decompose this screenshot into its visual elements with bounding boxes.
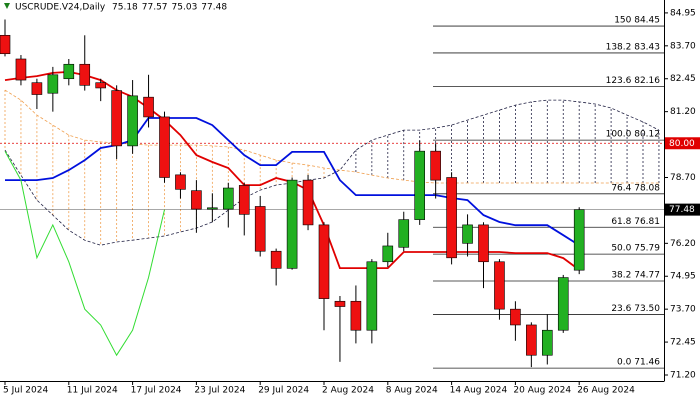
y-tick-label: 84.95 bbox=[670, 8, 696, 18]
x-tick-label: 5 Jul 2024 bbox=[3, 386, 48, 396]
candle-body bbox=[95, 82, 106, 89]
price-label-box bbox=[665, 203, 700, 216]
candle-body bbox=[494, 261, 505, 310]
candle-body bbox=[414, 150, 426, 220]
candle-body bbox=[541, 329, 553, 356]
candle-body bbox=[79, 63, 91, 86]
fib-label: 150 84.45 bbox=[614, 16, 660, 26]
y-tick-label: 83.70 bbox=[670, 41, 696, 51]
candle-body bbox=[398, 219, 410, 248]
x-tick-label: 17 Jul 2024 bbox=[131, 386, 182, 396]
candle-body bbox=[223, 187, 234, 210]
candle-body bbox=[366, 261, 378, 331]
fib-label: 61.8 76.81 bbox=[611, 217, 660, 227]
candle-body bbox=[238, 185, 250, 215]
candle-body bbox=[270, 250, 282, 269]
candle-body bbox=[462, 224, 473, 244]
candle-body bbox=[302, 179, 314, 226]
indicator-line bbox=[5, 117, 580, 246]
candle-body bbox=[0, 34, 11, 55]
candle-body bbox=[127, 95, 138, 147]
fib-label: 23.6 73.50 bbox=[611, 304, 660, 314]
candle-body bbox=[191, 190, 202, 210]
fib-label: 0.0 71.46 bbox=[617, 358, 660, 368]
price-label-box bbox=[665, 137, 700, 150]
candle-body bbox=[430, 150, 441, 181]
header-value: 77.48 bbox=[201, 3, 227, 13]
fib-label: 50.0 75.79 bbox=[611, 244, 660, 254]
x-tick-label: 11 Jul 2024 bbox=[67, 386, 118, 396]
fib-label: 76.4 78.08 bbox=[611, 183, 660, 193]
cloud-span bbox=[4, 99, 660, 246]
candle-body bbox=[334, 300, 346, 307]
fib-label: 100.0 80.12 bbox=[606, 130, 660, 140]
chart-title: USCRUDE.V24,Daily bbox=[15, 3, 106, 13]
x-tick-label: 2 Aug 2024 bbox=[322, 386, 374, 396]
candle-body bbox=[31, 82, 43, 95]
candle-body bbox=[111, 90, 122, 147]
header-icon bbox=[4, 3, 10, 9]
y-tick-label: 76.20 bbox=[670, 239, 696, 249]
candle-body bbox=[143, 96, 154, 118]
fib-label: 38.2 74.77 bbox=[611, 270, 660, 280]
candle-body bbox=[510, 308, 521, 326]
fib-label: 138.2 83.43 bbox=[606, 42, 660, 52]
candle-body bbox=[47, 74, 59, 94]
candle-body bbox=[207, 207, 218, 210]
y-tick-label: 71.20 bbox=[670, 370, 696, 380]
candle-body bbox=[318, 224, 330, 299]
candle-body bbox=[15, 58, 27, 81]
candle-body bbox=[526, 324, 537, 356]
candle-body bbox=[382, 245, 394, 263]
y-tick-label: 74.95 bbox=[670, 272, 696, 282]
header-value: 75.03 bbox=[172, 3, 198, 13]
x-tick-label: 29 Jul 2024 bbox=[258, 386, 309, 396]
candle-body bbox=[159, 116, 170, 178]
candle-body bbox=[478, 224, 489, 263]
candle-body bbox=[286, 179, 298, 269]
x-tick-label: 14 Aug 2024 bbox=[450, 386, 508, 396]
x-tick-label: 26 Aug 2024 bbox=[577, 386, 635, 396]
price-label: 80.00 bbox=[669, 139, 695, 149]
y-tick-label: 78.70 bbox=[670, 173, 696, 183]
candle-body bbox=[63, 63, 75, 80]
y-tick-label: 81.20 bbox=[670, 107, 696, 117]
x-tick-label: 23 Jul 2024 bbox=[194, 386, 245, 396]
candle-body bbox=[573, 209, 585, 271]
candle-body bbox=[557, 277, 569, 331]
candle-body bbox=[350, 300, 362, 331]
header-value: 77.57 bbox=[142, 3, 168, 13]
cloud-span bbox=[4, 89, 659, 184]
indicator-line bbox=[4, 150, 165, 357]
plot-layer: 150 84.45 138.2 83.43 123.6 82.16 100.0 80.… bbox=[0, 16, 664, 369]
header-value: 75.18 bbox=[112, 3, 138, 13]
candle-body bbox=[446, 177, 457, 259]
y-tick-label: 73.70 bbox=[670, 305, 696, 315]
y-tick-label: 72.45 bbox=[670, 338, 696, 348]
x-tick-label: 20 Aug 2024 bbox=[513, 386, 571, 396]
fib-label: 123.6 82.16 bbox=[606, 76, 661, 86]
candle-body bbox=[175, 174, 186, 190]
price-label: 77.48 bbox=[669, 205, 695, 215]
x-tick-label: 8 Aug 2024 bbox=[386, 386, 438, 396]
candle-body bbox=[254, 206, 266, 252]
y-tick-label: 82.45 bbox=[670, 74, 696, 84]
